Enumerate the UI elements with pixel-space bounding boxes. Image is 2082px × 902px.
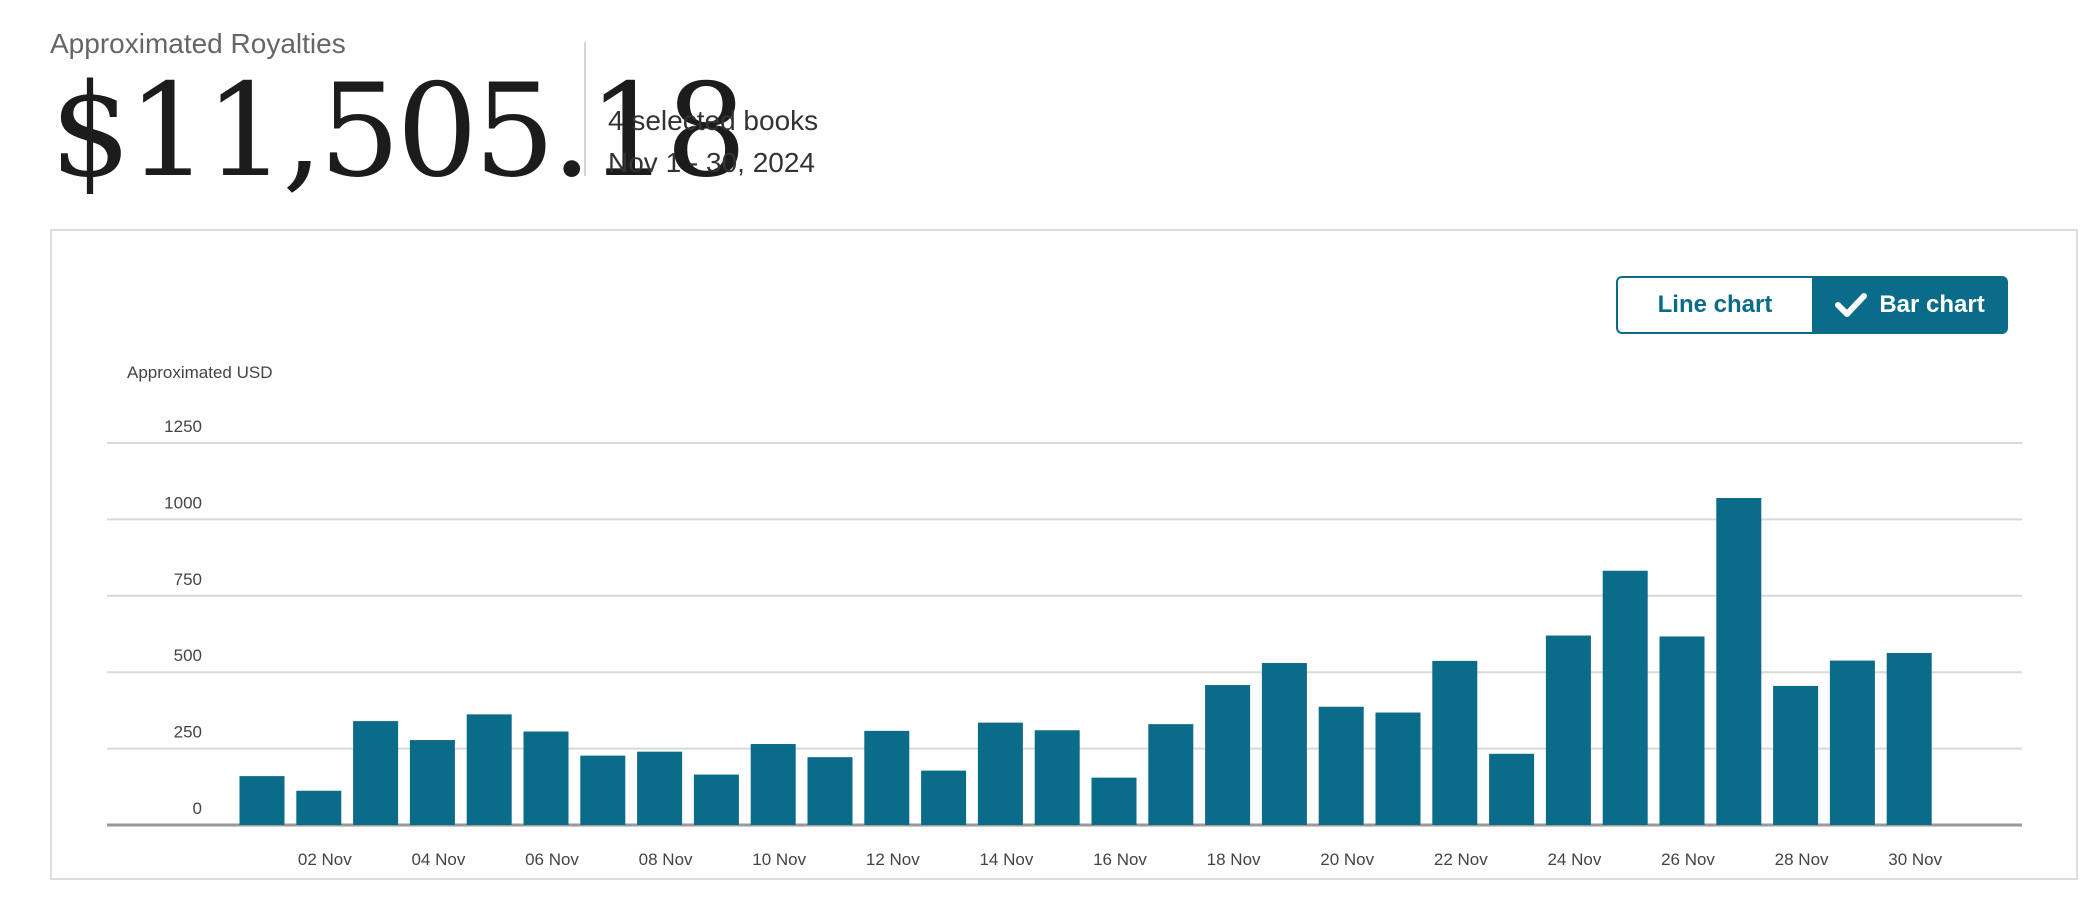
line-chart-label: Line chart xyxy=(1657,291,1773,318)
y-tick-label: 250 xyxy=(174,723,202,742)
summary-divider xyxy=(584,42,586,176)
bar xyxy=(1318,706,1364,825)
y-tick-label: 1000 xyxy=(164,493,202,512)
bar xyxy=(637,751,683,825)
x-tick-label: 24 Nov xyxy=(1547,850,1601,869)
chart-type-toggle: Line chart Bar chart xyxy=(1616,276,2008,334)
x-tick-label: 28 Nov xyxy=(1775,850,1829,869)
bar xyxy=(580,755,626,825)
summary-meta: 4 selected books Nov 1 - 30, 2024 xyxy=(608,100,818,184)
royalties-amount: $11,505.18 xyxy=(50,57,747,206)
bar xyxy=(239,776,285,825)
bar xyxy=(409,740,455,825)
bar xyxy=(1489,753,1535,825)
x-tick-label: 20 Nov xyxy=(1320,850,1374,869)
x-tick-label: 14 Nov xyxy=(979,850,1033,869)
selected-books-count: 4 selected books xyxy=(608,105,819,136)
bar xyxy=(1375,712,1421,825)
bar xyxy=(523,731,569,825)
y-tick-label: 0 xyxy=(193,799,202,818)
bar xyxy=(864,730,910,825)
line-chart-button[interactable]: Line chart xyxy=(1616,276,1812,334)
bar xyxy=(807,757,853,825)
bar xyxy=(353,721,399,825)
y-tick-label: 750 xyxy=(174,570,202,589)
bar xyxy=(693,774,739,825)
bar xyxy=(750,744,796,825)
bar-chart-button[interactable]: Bar chart xyxy=(1812,276,2008,334)
bar xyxy=(977,722,1023,825)
x-tick-label: 18 Nov xyxy=(1207,850,1261,869)
bar xyxy=(296,790,342,825)
x-tick-label: 04 Nov xyxy=(411,850,465,869)
y-tick-label: 500 xyxy=(174,646,202,665)
x-tick-label: 10 Nov xyxy=(752,850,806,869)
bar xyxy=(1716,498,1762,825)
bar xyxy=(1432,660,1478,825)
x-tick-label: 16 Nov xyxy=(1093,850,1147,869)
x-tick-label: 22 Nov xyxy=(1434,850,1488,869)
y-tick-label: 1250 xyxy=(164,417,202,436)
bar-chart-label: Bar chart xyxy=(1879,291,1985,318)
bar xyxy=(1261,663,1307,825)
bar xyxy=(1545,635,1591,825)
x-tick-label: 06 Nov xyxy=(525,850,579,869)
bar xyxy=(1829,660,1875,825)
bar xyxy=(921,770,967,825)
bar xyxy=(1886,652,1932,825)
summary-label: Approximated Royalties xyxy=(50,28,346,59)
bar xyxy=(1148,724,1194,825)
x-tick-label: 08 Nov xyxy=(639,850,693,869)
bar xyxy=(466,714,512,825)
x-tick-label: 02 Nov xyxy=(298,850,352,869)
bar xyxy=(1205,685,1251,825)
bar xyxy=(1091,777,1137,825)
bar xyxy=(1602,570,1648,825)
x-tick-label: 30 Nov xyxy=(1888,850,1942,869)
bar xyxy=(1659,636,1705,825)
bar xyxy=(1034,730,1080,825)
date-range: Nov 1 - 30, 2024 xyxy=(608,147,816,178)
checkmark-icon xyxy=(1835,293,1868,317)
bar xyxy=(1773,685,1819,825)
x-tick-label: 12 Nov xyxy=(866,850,920,869)
royalties-bar-chart: Approximated USD 0 250 500 750 1000 1250 02 Nov… xyxy=(107,363,2022,869)
chart-card: Approximated USD 0 250 500 750 1000 1250 02 Nov… xyxy=(50,229,2078,880)
y-axis-label: Approximated USD xyxy=(127,363,273,382)
x-tick-label: 26 Nov xyxy=(1661,850,1715,869)
